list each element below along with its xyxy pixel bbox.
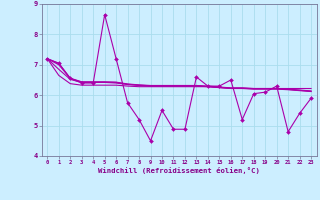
X-axis label: Windchill (Refroidissement éolien,°C): Windchill (Refroidissement éolien,°C) [98, 167, 260, 174]
